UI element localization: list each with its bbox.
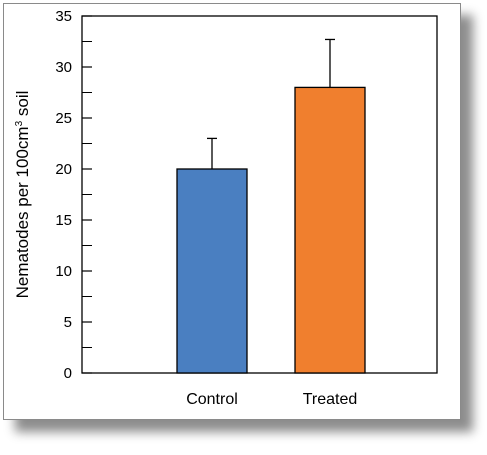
bars bbox=[176, 38, 366, 374]
y-axis-title-suffix: soil bbox=[13, 91, 32, 121]
y-tick-label: 0 bbox=[64, 365, 72, 382]
bar-control bbox=[176, 168, 248, 374]
bar-treated bbox=[294, 86, 366, 374]
y-axis-title: Nematodes per 100cm3 soil bbox=[13, 91, 32, 299]
y-axis-ticks: 0 5 10 15 20 25 30 35 bbox=[55, 8, 92, 382]
y-tick-label: 15 bbox=[55, 212, 72, 229]
y-axis-title-superscript: 3 bbox=[14, 120, 25, 126]
minor-ticks bbox=[82, 41, 92, 348]
y-tick-label: 25 bbox=[55, 110, 72, 127]
y-tick-label: 20 bbox=[55, 161, 72, 178]
y-tick-label: 5 bbox=[64, 314, 72, 331]
x-category-label: Control bbox=[186, 391, 238, 408]
y-tick-label: 30 bbox=[55, 59, 72, 76]
y-axis-title-main: Nematodes per 100cm bbox=[13, 126, 32, 298]
y-tick-label: 35 bbox=[55, 8, 72, 25]
y-tick-label: 10 bbox=[55, 263, 72, 280]
plot-frame bbox=[81, 15, 438, 374]
x-axis-labels: Control Treated bbox=[186, 391, 357, 408]
x-category-label: Treated bbox=[303, 391, 358, 408]
